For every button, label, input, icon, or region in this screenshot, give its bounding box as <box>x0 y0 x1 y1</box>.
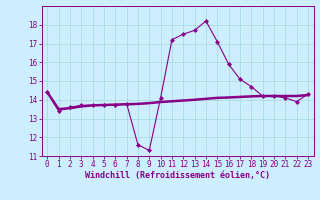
X-axis label: Windchill (Refroidissement éolien,°C): Windchill (Refroidissement éolien,°C) <box>85 171 270 180</box>
